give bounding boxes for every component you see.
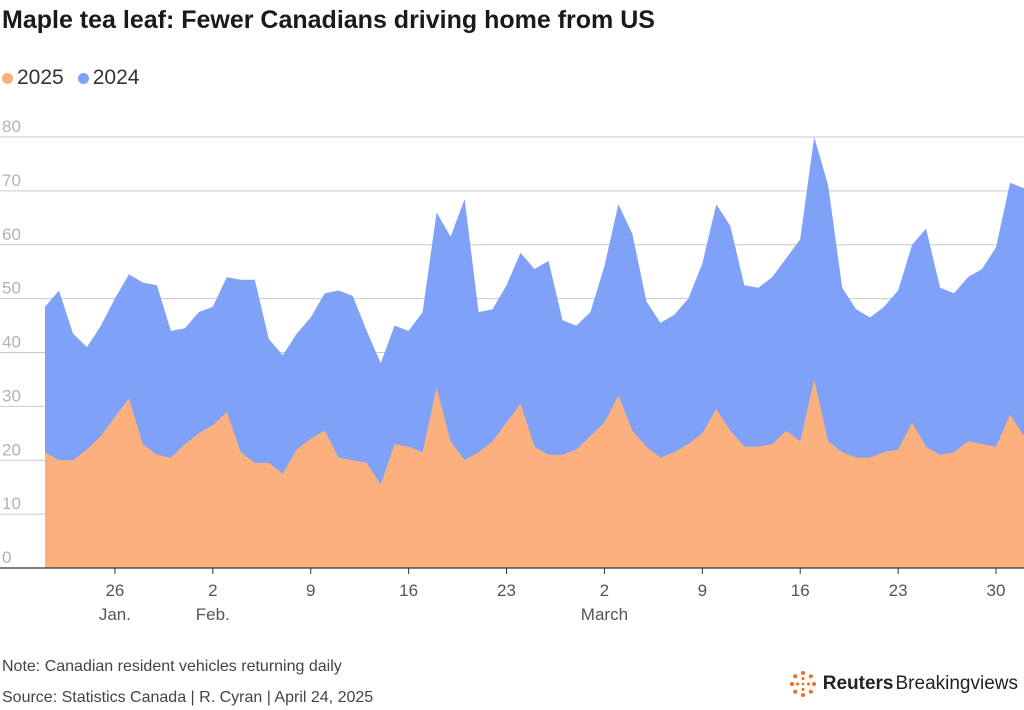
x-tick-label-89: 30 bbox=[987, 581, 1006, 600]
chart-note: Note: Canadian resident vehicles returni… bbox=[2, 658, 342, 675]
x-tick-sublabel-33: Feb. bbox=[196, 605, 230, 624]
area-series-2025 bbox=[45, 379, 1024, 568]
legend-label-2025: 2025 bbox=[17, 66, 64, 89]
x-tick-label-82: 23 bbox=[889, 581, 908, 600]
y-tick-label-10: 10 bbox=[2, 494, 21, 513]
y-tick-label-60: 60 bbox=[2, 225, 21, 244]
x-tick-label-68: 9 bbox=[698, 581, 707, 600]
x-tick-label-47: 16 bbox=[399, 581, 418, 600]
y-tick-label-20: 20 bbox=[2, 440, 21, 459]
area-chart: 0 10 20 30 40 50 60 70 80 26 Jan. 2 Feb. 9 16 23 2 March 9… bbox=[0, 117, 1024, 624]
x-tick-label-33: 2 bbox=[208, 581, 217, 600]
reuters-breakingviews-logo: Reuters Breakingviews bbox=[789, 670, 1018, 698]
y-tick-label-50: 50 bbox=[2, 279, 21, 298]
legend-item-2025: 2025 bbox=[2, 66, 64, 90]
x-tick-label-40: 9 bbox=[306, 581, 315, 600]
x-tick-label-26: 26 bbox=[105, 581, 124, 600]
brand-name-bold: Reuters bbox=[822, 673, 894, 694]
y-tick-label-0: 0 bbox=[2, 548, 11, 567]
y-tick-label-80: 80 bbox=[2, 117, 21, 136]
legend-label-2024: 2024 bbox=[92, 66, 140, 89]
x-tick-label-54: 23 bbox=[497, 581, 516, 600]
y-tick-label-30: 30 bbox=[2, 386, 21, 405]
legend: 2025 2024 bbox=[2, 66, 153, 90]
x-tick-sublabel-61: March bbox=[581, 605, 628, 624]
x-tick-label-75: 16 bbox=[791, 581, 810, 600]
chart-title: Maple tea leaf: Fewer Canadians driving … bbox=[2, 6, 655, 34]
legend-item-2024: 2024 bbox=[77, 66, 140, 90]
brand-name-light: Breakingviews bbox=[895, 673, 1019, 694]
legend-swatch-2025 bbox=[2, 72, 13, 84]
x-tick-label-61: 2 bbox=[600, 581, 609, 600]
y-tick-label-40: 40 bbox=[2, 333, 21, 352]
legend-swatch-2024 bbox=[77, 72, 89, 84]
y-tick-label-70: 70 bbox=[2, 171, 21, 190]
x-tick-sublabel-26: Jan. bbox=[99, 605, 131, 624]
reuters-dot-logo-icon bbox=[789, 671, 816, 697]
chart-source: Source: Statistics Canada | R. Cyran | A… bbox=[2, 689, 374, 706]
